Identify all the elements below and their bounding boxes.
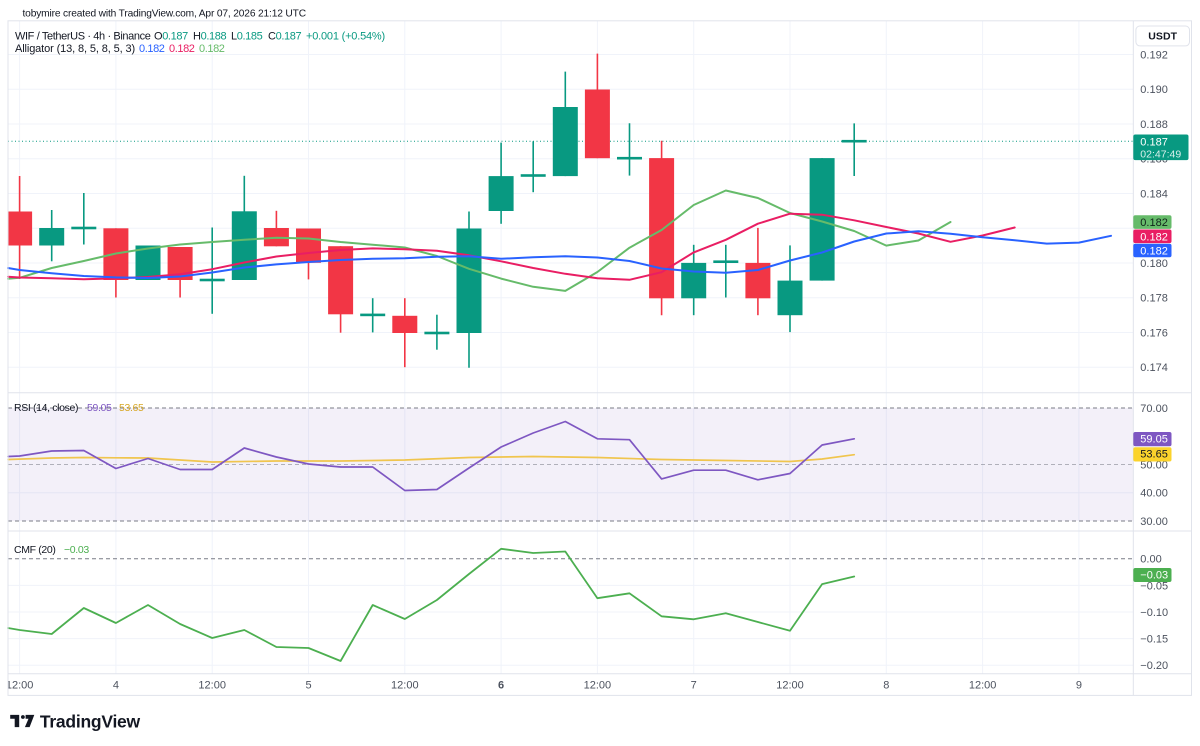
svg-text:0.188: 0.188 — [1140, 119, 1168, 131]
svg-text:0.182: 0.182 — [1140, 246, 1168, 258]
svg-text:tobymire created with TradingV: tobymire created with TradingView.com, A… — [23, 9, 306, 20]
svg-text:O0.187: O0.187 — [154, 31, 188, 43]
svg-text:12:00: 12:00 — [391, 679, 419, 691]
svg-text:0.184: 0.184 — [1140, 188, 1168, 200]
svg-text:12:00: 12:00 — [198, 679, 226, 691]
svg-text:RSI (14, close): RSI (14, close) — [14, 402, 78, 414]
svg-text:59.05: 59.05 — [87, 402, 112, 414]
svg-text:53.65: 53.65 — [1140, 449, 1168, 461]
svg-text:−0.03: −0.03 — [64, 544, 89, 556]
svg-text:4: 4 — [113, 679, 119, 691]
svg-text:−0.20: −0.20 — [1140, 660, 1168, 672]
svg-text:0.190: 0.190 — [1140, 84, 1168, 96]
svg-text:6: 6 — [498, 679, 504, 691]
svg-text:0.182: 0.182 — [169, 43, 195, 55]
svg-text:0.192: 0.192 — [1140, 49, 1168, 61]
svg-text:0.182: 0.182 — [1140, 231, 1168, 243]
svg-text:02:47:49: 02:47:49 — [1140, 148, 1181, 160]
svg-text:7: 7 — [691, 679, 697, 691]
svg-text:0.176: 0.176 — [1140, 327, 1168, 339]
svg-text:53.65: 53.65 — [119, 402, 144, 414]
svg-text:−0.05: −0.05 — [1140, 580, 1168, 592]
svg-text:40.00: 40.00 — [1140, 488, 1168, 500]
svg-text:USDT: USDT — [1148, 31, 1177, 43]
svg-text:0.182: 0.182 — [1140, 217, 1168, 229]
svg-text:12:00: 12:00 — [6, 679, 34, 691]
svg-text:0.180: 0.180 — [1140, 258, 1168, 270]
svg-text:TradingView: TradingView — [40, 711, 141, 731]
svg-text:CMF (20): CMF (20) — [14, 544, 56, 556]
svg-text:−0.03: −0.03 — [1140, 570, 1168, 582]
svg-text:5: 5 — [305, 679, 311, 691]
svg-text:L0.185: L0.185 — [231, 31, 263, 43]
svg-text:70.00: 70.00 — [1140, 403, 1168, 415]
svg-text:0.182: 0.182 — [139, 43, 165, 55]
svg-text:59.05: 59.05 — [1140, 434, 1168, 446]
svg-text:50.00: 50.00 — [1140, 459, 1168, 471]
svg-text:8: 8 — [883, 679, 889, 691]
svg-text:+0.001 (+0.54%): +0.001 (+0.54%) — [306, 31, 385, 43]
svg-text:Alligator (13, 8, 5, 8, 5, 3): Alligator (13, 8, 5, 8, 5, 3) — [15, 43, 135, 55]
svg-text:0.174: 0.174 — [1140, 362, 1168, 374]
svg-text:9: 9 — [1076, 679, 1082, 691]
svg-text:0.00: 0.00 — [1140, 554, 1161, 566]
svg-text:12:00: 12:00 — [969, 679, 997, 691]
svg-text:H0.188: H0.188 — [193, 31, 226, 43]
svg-text:30.00: 30.00 — [1140, 516, 1168, 528]
svg-text:0.187: 0.187 — [1140, 137, 1168, 149]
svg-text:−0.15: −0.15 — [1140, 634, 1168, 646]
svg-text:C0.187: C0.187 — [268, 31, 301, 43]
svg-text:0.182: 0.182 — [199, 43, 225, 55]
svg-text:12:00: 12:00 — [776, 679, 804, 691]
svg-text:WIF / TetherUS · 4h · Binance: WIF / TetherUS · 4h · Binance — [15, 31, 151, 43]
svg-text:−0.10: −0.10 — [1140, 607, 1168, 619]
svg-text:0.178: 0.178 — [1140, 293, 1168, 305]
svg-text:12:00: 12:00 — [584, 679, 612, 691]
